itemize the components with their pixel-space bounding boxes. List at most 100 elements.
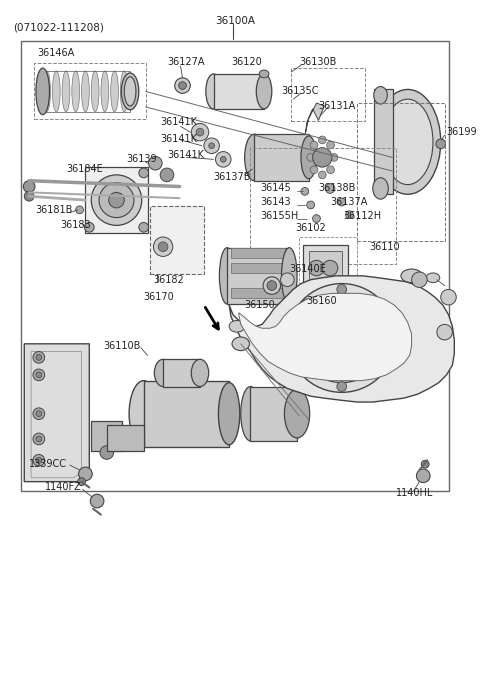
- Ellipse shape: [375, 90, 441, 194]
- Circle shape: [158, 242, 168, 251]
- Text: 36184E: 36184E: [66, 164, 103, 174]
- Circle shape: [371, 299, 381, 309]
- Circle shape: [100, 446, 114, 459]
- Circle shape: [307, 154, 314, 161]
- Text: 36112H: 36112H: [344, 211, 382, 220]
- Circle shape: [33, 433, 45, 445]
- Text: 1140FZ: 1140FZ: [45, 483, 82, 493]
- Circle shape: [36, 410, 42, 417]
- Circle shape: [412, 272, 427, 288]
- Circle shape: [322, 260, 338, 276]
- Text: 36110: 36110: [369, 242, 399, 251]
- Circle shape: [139, 222, 148, 232]
- Circle shape: [24, 181, 35, 192]
- Circle shape: [33, 369, 45, 381]
- Circle shape: [160, 168, 174, 182]
- Polygon shape: [239, 293, 412, 381]
- Text: 36141K: 36141K: [160, 134, 197, 144]
- Ellipse shape: [129, 381, 158, 447]
- Circle shape: [337, 284, 347, 295]
- Ellipse shape: [191, 359, 209, 386]
- Text: 36143: 36143: [260, 197, 291, 207]
- Text: 36145: 36145: [260, 183, 291, 193]
- Text: 36102: 36102: [295, 223, 326, 233]
- Text: 36199: 36199: [446, 127, 477, 137]
- Circle shape: [288, 333, 298, 343]
- Circle shape: [24, 191, 34, 201]
- Circle shape: [209, 143, 215, 149]
- Circle shape: [33, 408, 45, 419]
- Bar: [251, 148, 396, 264]
- Ellipse shape: [245, 134, 264, 181]
- Text: 36130B: 36130B: [299, 57, 336, 67]
- Circle shape: [139, 168, 148, 178]
- Bar: [91, 421, 122, 451]
- Circle shape: [216, 152, 231, 167]
- Text: 36127A: 36127A: [167, 57, 204, 67]
- Bar: [251, 386, 297, 441]
- Circle shape: [310, 166, 318, 174]
- Ellipse shape: [256, 74, 272, 109]
- Ellipse shape: [82, 71, 89, 112]
- Text: 36135C: 36135C: [282, 86, 319, 96]
- Circle shape: [302, 367, 312, 377]
- Circle shape: [179, 82, 186, 90]
- Circle shape: [84, 222, 94, 232]
- Bar: [85, 167, 147, 233]
- Circle shape: [338, 198, 346, 206]
- Circle shape: [288, 284, 396, 392]
- Circle shape: [280, 273, 294, 286]
- Bar: [291, 68, 365, 121]
- Circle shape: [309, 260, 324, 276]
- Text: 36141K: 36141K: [160, 117, 197, 127]
- Polygon shape: [24, 344, 89, 482]
- Circle shape: [312, 215, 320, 222]
- Bar: [309, 251, 342, 286]
- Text: 1140HL: 1140HL: [396, 488, 433, 498]
- Circle shape: [175, 78, 190, 93]
- Circle shape: [421, 460, 429, 468]
- Circle shape: [311, 307, 373, 369]
- Bar: [107, 425, 144, 451]
- Circle shape: [79, 467, 92, 481]
- Ellipse shape: [72, 71, 80, 112]
- Text: 36183: 36183: [60, 220, 91, 231]
- Text: 36100A: 36100A: [216, 16, 255, 26]
- Ellipse shape: [282, 247, 297, 304]
- Circle shape: [310, 141, 318, 149]
- Circle shape: [90, 494, 104, 508]
- Ellipse shape: [301, 136, 316, 179]
- Bar: [254, 134, 309, 181]
- Circle shape: [148, 156, 162, 170]
- Circle shape: [36, 355, 42, 361]
- Circle shape: [441, 289, 456, 305]
- Text: 36139: 36139: [126, 154, 157, 164]
- Circle shape: [297, 293, 386, 383]
- Text: 36137A: 36137A: [330, 197, 368, 207]
- Ellipse shape: [120, 71, 128, 112]
- Text: 36120: 36120: [231, 57, 262, 67]
- Bar: [43, 71, 130, 112]
- Circle shape: [99, 183, 134, 218]
- Ellipse shape: [91, 71, 99, 112]
- Circle shape: [191, 123, 209, 141]
- Circle shape: [327, 166, 335, 174]
- Circle shape: [36, 436, 42, 442]
- Circle shape: [220, 156, 226, 162]
- Bar: [299, 237, 357, 297]
- Bar: [149, 206, 204, 274]
- Text: 36140E: 36140E: [289, 264, 326, 274]
- Ellipse shape: [218, 383, 240, 445]
- Bar: [144, 381, 229, 447]
- Circle shape: [154, 237, 173, 256]
- Ellipse shape: [232, 337, 250, 350]
- Ellipse shape: [43, 71, 50, 112]
- Text: 36137B: 36137B: [214, 172, 251, 182]
- Bar: [357, 103, 444, 241]
- Ellipse shape: [62, 71, 70, 112]
- Bar: [231, 264, 286, 273]
- Polygon shape: [299, 103, 324, 140]
- Circle shape: [312, 148, 332, 167]
- Ellipse shape: [401, 269, 422, 282]
- Bar: [227, 247, 289, 304]
